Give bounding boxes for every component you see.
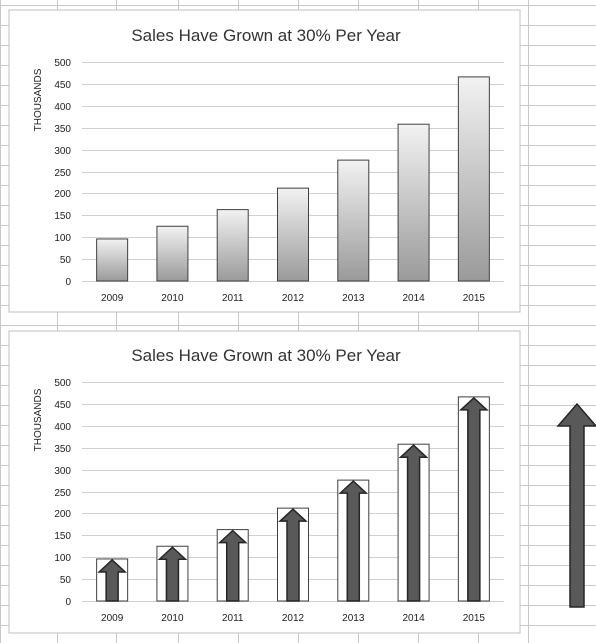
y-tick-label: 300 [54,146,71,157]
chart-panel[interactable] [8,9,521,313]
y-tick-label: 300 [54,466,71,477]
y-tick-label: 0 [65,277,71,288]
sales-growth-chart-gradient[interactable]: Sales Have Grown at 30% Per Year THOUSAN… [8,9,521,313]
x-tick-label: 2015 [463,613,486,624]
bars [96,76,490,282]
bar-arrow-icon [157,546,188,602]
x-tick-label: 2009 [101,613,124,624]
chart-panel[interactable] [8,330,521,634]
y-tick-label: 350 [54,444,71,455]
bars [96,396,490,602]
y-tick-label: 150 [54,211,71,222]
x-tick-label: 2013 [342,613,365,624]
y-tick-label: 500 [54,58,71,69]
x-tick-label: 2011 [222,613,244,624]
bar-arrow-icon [97,558,128,602]
y-tick-label: 200 [54,509,71,520]
bar[interactable] [277,187,309,282]
up-arrow-shape-icon[interactable] [556,402,596,608]
sales-growth-chart-arrows[interactable]: Sales Have Grown at 30% Per Year THOUSAN… [8,330,521,634]
y-tick-labels: 0 50 100 150 200 250 300 350 400 450 500 [54,378,71,608]
bar[interactable] [337,159,370,282]
x-tick-label: 2012 [282,293,305,304]
y-tick-labels: 0 50 100 150 200 250 300 350 400 450 500 [54,58,71,288]
x-tick-labels: 2009 2010 2011 2012 2013 2014 2015 [101,293,485,304]
bar-arrow-icon [338,480,369,602]
y-tick-label: 450 [54,80,71,91]
x-tick-label: 2010 [161,613,184,624]
y-axis-label: THOUSANDS [33,68,44,131]
bar[interactable] [156,225,189,282]
bar-arrow-icon [278,508,308,602]
y-axis-label: THOUSANDS [33,388,44,451]
bar-arrow-icon [398,444,429,602]
y-tick-label: 200 [54,189,71,200]
x-tick-label: 2010 [161,293,184,304]
bar[interactable] [96,238,129,282]
y-tick-label: 100 [54,233,71,244]
y-tick-label: 150 [54,531,71,542]
y-tick-label: 50 [60,255,72,266]
y-tick-label: 50 [60,575,72,586]
bar[interactable] [216,209,249,282]
bar[interactable] [457,76,490,282]
x-tick-label: 2014 [402,293,425,304]
x-tick-labels: 2009 2010 2011 2012 2013 2014 2015 [101,613,485,624]
chart-title: Sales Have Grown at 30% Per Year [131,26,401,45]
y-tick-label: 0 [65,597,71,608]
x-tick-label: 2011 [222,293,244,304]
bar[interactable] [397,123,430,282]
bar-arrow-icon [217,529,248,602]
y-tick-label: 350 [54,124,71,135]
x-tick-label: 2014 [402,613,425,624]
y-tick-label: 450 [54,400,71,411]
bar-arrow-icon [458,396,489,602]
y-tick-label: 250 [54,168,71,179]
x-tick-label: 2012 [282,613,305,624]
y-tick-label: 400 [54,102,71,113]
x-tick-label: 2013 [342,293,365,304]
chart-title: Sales Have Grown at 30% Per Year [131,346,401,365]
y-tick-label: 250 [54,488,71,499]
y-tick-label: 100 [54,553,71,564]
y-tick-label: 400 [54,422,71,433]
y-tick-label: 500 [54,378,71,389]
x-tick-label: 2009 [101,293,124,304]
x-tick-label: 2015 [463,293,486,304]
